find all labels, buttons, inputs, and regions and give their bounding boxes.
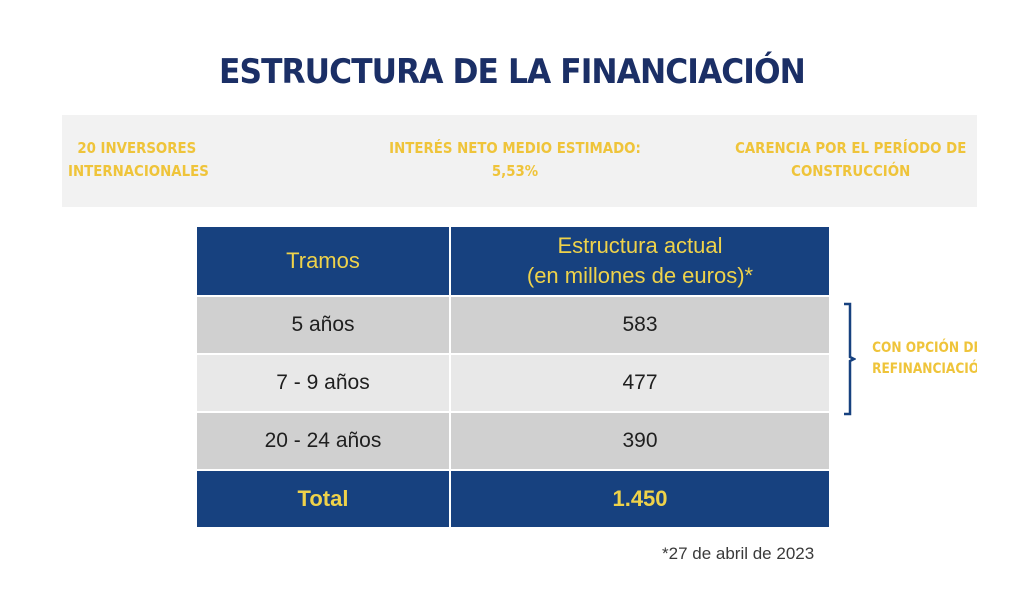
refinancing-note-line1: CON OPCIÓN DE xyxy=(872,340,977,356)
total-label: Total xyxy=(195,469,451,529)
info-grace-clip: CARENCIA POR EL PERÍODO DE CONSTRUCCIÓN xyxy=(700,115,977,207)
info-grace-line1: CARENCIA POR EL PERÍODO DE xyxy=(735,139,967,157)
header-estructura-line2: (en millones de euros)* xyxy=(526,263,754,288)
cell-tramo: 20 - 24 años xyxy=(195,411,451,471)
info-investors: 20 INVERSORES INTERNACIONALES xyxy=(68,137,209,183)
info-band xyxy=(62,115,977,207)
table-row: 5 años 583 xyxy=(195,295,831,355)
header-estructura: Estructura actual (en millones de euros)… xyxy=(449,225,831,297)
info-interest-line1: INTERÉS NETO MEDIO ESTIMADO: xyxy=(389,139,641,157)
right-bracket-icon xyxy=(844,302,856,416)
cell-value: 583 xyxy=(449,295,831,355)
cell-tramo: 7 - 9 años xyxy=(195,353,451,413)
info-investors-line1: 20 INVERSORES xyxy=(77,139,197,157)
table-row: 7 - 9 años 477 xyxy=(195,353,831,413)
info-grace-line2: CONSTRUCCIÓN xyxy=(791,162,911,180)
page-title: ESTRUCTURA DE LA FINANCIACIÓN xyxy=(219,52,806,92)
header-tramos: Tramos xyxy=(195,225,451,297)
info-interest: INTERÉS NETO MEDIO ESTIMADO: 5,53% xyxy=(382,137,649,183)
footnote-date: *27 de abril de 2023 xyxy=(662,544,815,563)
table-header-row: Tramos Estructura actual (en millones de… xyxy=(195,225,831,297)
info-grace-period: CARENCIA POR EL PERÍODO DE CONSTRUCCIÓN xyxy=(726,137,975,183)
info-investors-line2: INTERNACIONALES xyxy=(68,162,209,180)
table-total-row: Total 1.450 xyxy=(195,469,831,529)
refinancing-note-line2: REFINANCIACIÓN xyxy=(872,361,977,377)
refinancing-note: CON OPCIÓN DE REFINANCIACIÓN xyxy=(862,338,977,388)
cell-tramo: 5 años xyxy=(195,295,451,355)
table-row: 20 - 24 años 390 xyxy=(195,411,831,471)
cell-value: 390 xyxy=(449,411,831,471)
total-value: 1.450 xyxy=(449,469,831,529)
info-interest-value: 5,53% xyxy=(491,162,539,180)
financing-table: Tramos Estructura actual (en millones de… xyxy=(195,225,831,529)
header-estructura-line1: Estructura actual xyxy=(557,233,723,258)
cell-value: 477 xyxy=(449,353,831,413)
